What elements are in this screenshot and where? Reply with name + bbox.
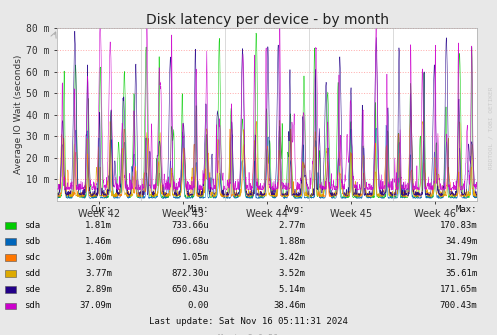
Text: 37.09m: 37.09m [80, 302, 112, 310]
Text: 3.42m: 3.42m [279, 253, 306, 262]
Text: 34.49m: 34.49m [445, 237, 477, 246]
Text: 696.68u: 696.68u [171, 237, 209, 246]
Text: 1.81m: 1.81m [85, 221, 112, 230]
Text: sdd: sdd [24, 269, 40, 278]
Text: Last update: Sat Nov 16 05:11:31 2024: Last update: Sat Nov 16 05:11:31 2024 [149, 318, 348, 326]
Text: 733.66u: 733.66u [171, 221, 209, 230]
Text: sdc: sdc [24, 253, 40, 262]
Text: 1.05m: 1.05m [182, 253, 209, 262]
Text: sda: sda [24, 221, 40, 230]
Text: sde: sde [24, 285, 40, 294]
Text: 0.00: 0.00 [187, 302, 209, 310]
Text: 2.89m: 2.89m [85, 285, 112, 294]
Text: 171.65m: 171.65m [439, 285, 477, 294]
Text: 31.79m: 31.79m [445, 253, 477, 262]
Text: sdb: sdb [24, 237, 40, 246]
Text: 3.52m: 3.52m [279, 269, 306, 278]
Title: Disk latency per device - by month: Disk latency per device - by month [146, 13, 389, 27]
Y-axis label: Average IO Wait (seconds): Average IO Wait (seconds) [14, 55, 23, 175]
Text: Munin 2.0.56: Munin 2.0.56 [219, 334, 278, 335]
Text: Avg:: Avg: [284, 205, 306, 214]
Text: 1.46m: 1.46m [85, 237, 112, 246]
Text: 650.43u: 650.43u [171, 285, 209, 294]
Text: Cur:: Cur: [90, 205, 112, 214]
Text: Min:: Min: [187, 205, 209, 214]
Text: 700.43m: 700.43m [439, 302, 477, 310]
Text: 38.46m: 38.46m [273, 302, 306, 310]
Text: sdh: sdh [24, 302, 40, 310]
Text: 5.14m: 5.14m [279, 285, 306, 294]
Text: Max:: Max: [456, 205, 477, 214]
Text: 872.30u: 872.30u [171, 269, 209, 278]
Text: 1.88m: 1.88m [279, 237, 306, 246]
Text: 35.61m: 35.61m [445, 269, 477, 278]
Text: 3.77m: 3.77m [85, 269, 112, 278]
Text: 3.00m: 3.00m [85, 253, 112, 262]
Text: 170.83m: 170.83m [439, 221, 477, 230]
Text: RRDTOOL / TOBI OETIKER: RRDTOOL / TOBI OETIKER [488, 86, 493, 169]
Text: 2.77m: 2.77m [279, 221, 306, 230]
